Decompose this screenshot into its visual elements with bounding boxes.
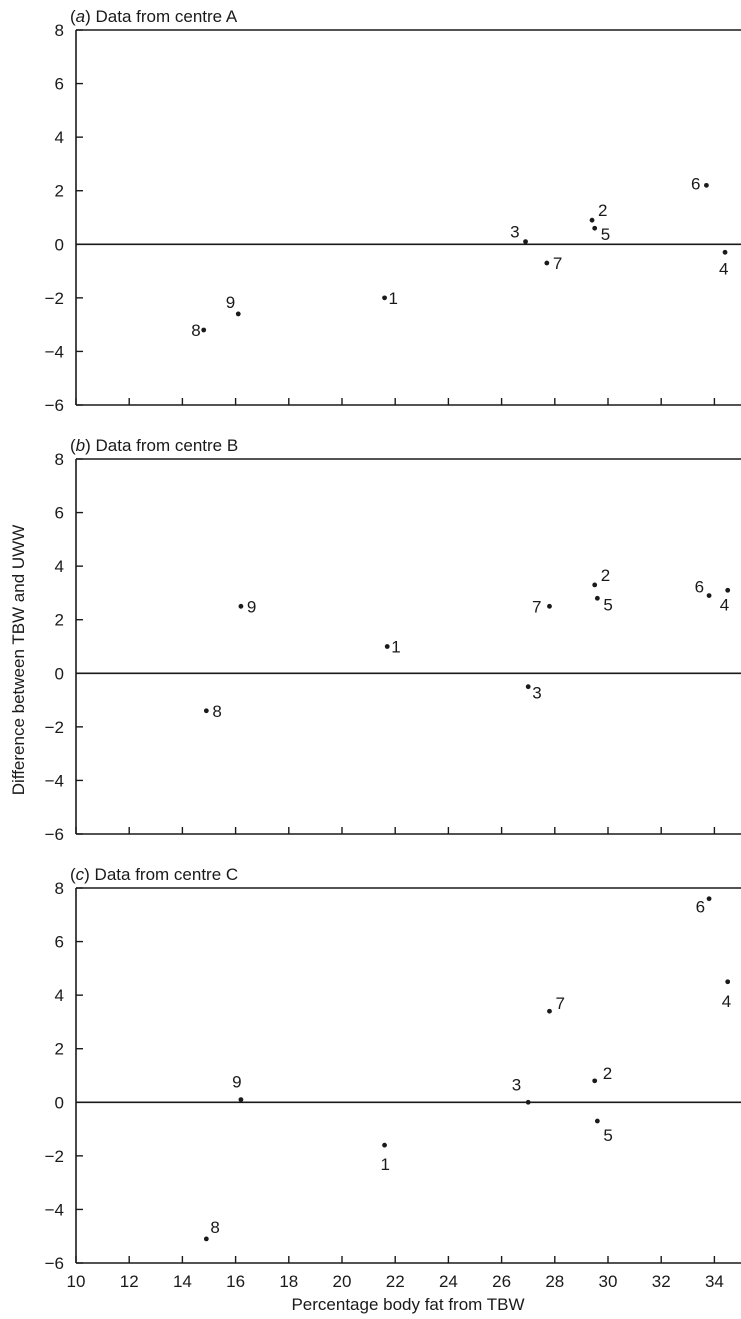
x-tick-label: 34 (705, 1272, 724, 1291)
data-point-7 (547, 603, 552, 609)
panel-title: (a) Data from centre A (70, 7, 238, 26)
point-label-7: 7 (532, 597, 541, 616)
point-label-4: 4 (720, 595, 729, 614)
point-label-3: 3 (512, 1075, 521, 1094)
data-point-2 (592, 1078, 598, 1084)
x-tick-label: 24 (439, 1272, 458, 1291)
point-label-8: 8 (212, 702, 221, 721)
point-label-7: 7 (553, 254, 562, 273)
data-point-6 (706, 593, 712, 599)
data-point-7 (544, 260, 550, 266)
point-label-3: 3 (510, 223, 519, 242)
y-tick-label: 0 (55, 664, 64, 683)
point-label-1: 1 (389, 289, 398, 308)
x-tick-label: 14 (173, 1272, 192, 1291)
y-tick-label: 4 (55, 128, 64, 147)
point-label-8: 8 (210, 1218, 219, 1237)
data-point-5 (594, 1118, 600, 1124)
y-tick-label: 4 (55, 986, 64, 1005)
data-point-7 (547, 1008, 552, 1014)
point-label-3: 3 (532, 684, 541, 703)
point-label-9: 9 (232, 1073, 241, 1092)
data-point-9 (235, 311, 241, 317)
data-point-3 (523, 239, 528, 245)
point-label-9: 9 (226, 293, 235, 312)
panel-title: (b) Data from centre B (70, 436, 238, 455)
point-label-6: 6 (695, 578, 704, 597)
data-point-4 (725, 587, 731, 593)
x-tick-label: 20 (333, 1272, 352, 1291)
y-tick-label: −4 (45, 342, 64, 361)
y-tick-label: −2 (45, 718, 64, 737)
point-label-5: 5 (603, 1126, 612, 1145)
y-tick-label: −4 (45, 1200, 64, 1219)
point-label-2: 2 (598, 201, 607, 220)
point-label-2: 2 (601, 566, 610, 585)
y-tick-label: −2 (45, 1147, 64, 1166)
data-point-4 (722, 249, 728, 255)
panel-title: (c) Data from centre C (70, 865, 238, 884)
point-label-8: 8 (191, 321, 200, 340)
y-tick-label: 8 (55, 879, 64, 898)
data-point-9 (238, 1097, 244, 1103)
y-tick-label: 0 (55, 235, 64, 254)
data-point-1 (384, 644, 390, 649)
x-tick-label: 28 (545, 1272, 564, 1291)
data-point-4 (725, 979, 731, 985)
data-point-1 (382, 295, 387, 301)
point-label-5: 5 (603, 595, 612, 614)
data-point-3 (525, 1099, 531, 1105)
point-label-2: 2 (603, 1064, 612, 1083)
x-axis-title: Percentage body fat from TBW (291, 1295, 524, 1314)
point-label-4: 4 (722, 992, 731, 1011)
data-point-9 (238, 603, 244, 609)
point-label-4: 4 (719, 259, 728, 278)
y-tick-label: 8 (55, 450, 64, 469)
x-tick-label: 16 (226, 1272, 245, 1291)
y-tick-label: −6 (45, 1254, 64, 1273)
point-label-6: 6 (691, 174, 700, 193)
y-tick-label: 6 (55, 933, 64, 952)
y-tick-label: 4 (55, 557, 64, 576)
x-tick-label: 32 (652, 1272, 671, 1291)
y-axis-title: Difference between TBW and UWW (9, 525, 28, 796)
data-point-8 (203, 708, 209, 714)
point-label-5: 5 (601, 225, 610, 244)
data-point-8 (203, 1236, 209, 1242)
y-tick-label: 6 (55, 75, 64, 94)
data-point-6 (704, 182, 709, 188)
y-tick-label: 2 (55, 611, 64, 630)
y-tick-label: −4 (45, 771, 64, 790)
y-tick-label: 0 (55, 1093, 64, 1112)
data-point-6 (706, 896, 712, 902)
point-label-1: 1 (391, 638, 400, 657)
data-point-8 (201, 327, 207, 333)
x-tick-label: 30 (599, 1272, 618, 1291)
data-point-2 (592, 582, 598, 588)
data-point-2 (589, 217, 595, 223)
y-tick-label: −2 (45, 289, 64, 308)
point-label-6: 6 (696, 898, 705, 917)
data-point-5 (592, 225, 598, 231)
y-tick-label: 6 (55, 504, 64, 523)
x-tick-label: 26 (492, 1272, 511, 1291)
y-tick-label: 2 (55, 182, 64, 201)
point-label-1: 1 (381, 1155, 390, 1174)
x-tick-label: 22 (386, 1272, 405, 1291)
data-point-5 (594, 595, 600, 601)
data-point-1 (382, 1142, 387, 1148)
point-label-7: 7 (555, 994, 564, 1013)
x-tick-label: 10 (67, 1272, 86, 1291)
y-tick-label: −6 (45, 825, 64, 844)
y-tick-label: 8 (55, 21, 64, 40)
point-label-9: 9 (247, 597, 256, 616)
y-tick-label: −6 (45, 396, 64, 415)
data-point-3 (525, 684, 531, 690)
x-tick-label: 18 (279, 1272, 298, 1291)
y-tick-label: 2 (55, 1040, 64, 1059)
x-tick-label: 12 (120, 1272, 139, 1291)
